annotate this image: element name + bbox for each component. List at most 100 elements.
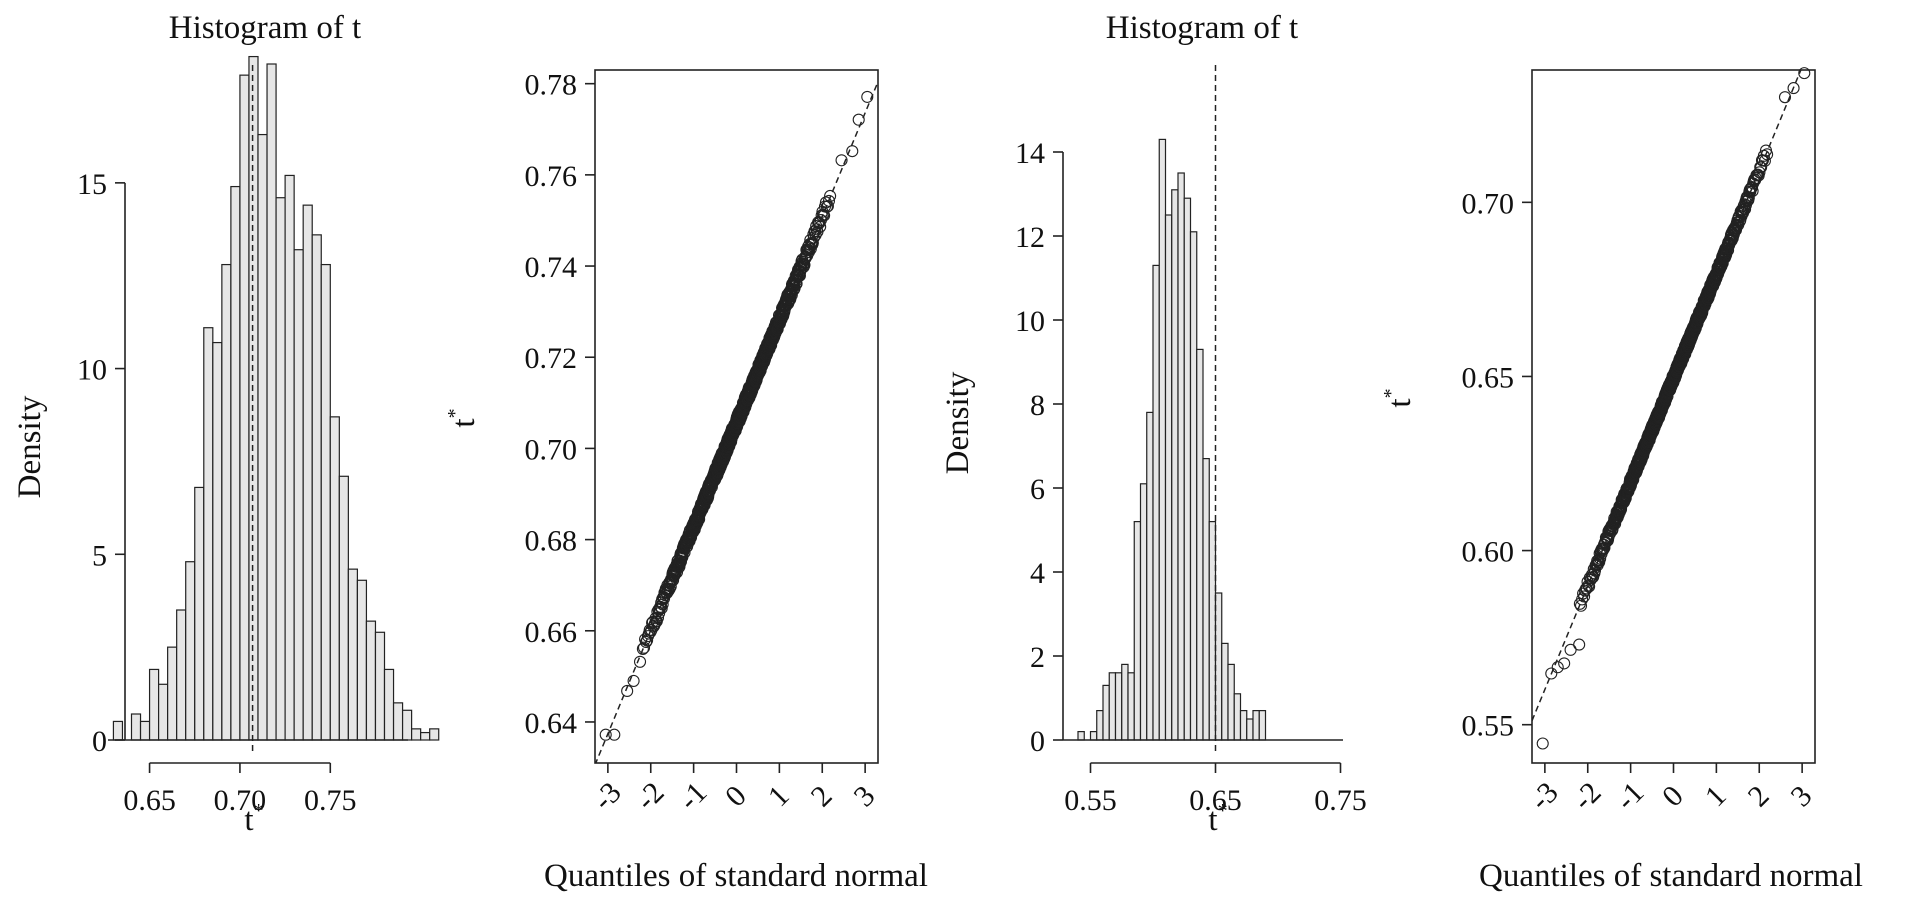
qq-point	[846, 145, 859, 158]
histogram-bar	[1152, 264, 1160, 741]
qq-point	[1751, 168, 1764, 181]
histogram-bar	[176, 609, 187, 741]
qq-point	[807, 231, 820, 244]
x-tick-label: 0.75	[1314, 784, 1367, 817]
qq-point	[664, 580, 677, 593]
histogram-bar	[1164, 214, 1173, 741]
y-tick-label: 4	[1030, 557, 1045, 590]
x-tick-label: 0.55	[1064, 784, 1117, 817]
histogram-bar	[1202, 458, 1210, 741]
x-tick-label: -3	[587, 776, 628, 817]
y-tick-label: 0.72	[525, 342, 578, 375]
histogram-bar	[1108, 672, 1117, 741]
histogram-bar	[1214, 592, 1223, 741]
y-tick-label: 10	[77, 354, 107, 387]
histogram-bar	[401, 709, 413, 741]
qq-point	[835, 154, 848, 167]
histogram-bar	[284, 174, 295, 741]
histogram-bar	[329, 416, 340, 741]
qq-point	[633, 655, 647, 668]
histogram-ylabel: Density	[940, 371, 976, 474]
qq-point	[1591, 554, 1604, 567]
x-tick-label: 0	[719, 779, 753, 813]
histogram-bar	[1146, 411, 1154, 741]
histogram-bar	[1171, 189, 1179, 741]
histogram-bar	[374, 631, 386, 741]
histogram-bar	[356, 579, 368, 741]
histogram-bar	[239, 74, 250, 741]
histogram-bar	[1121, 663, 1129, 741]
histogram-bars	[1077, 138, 1267, 741]
qq-point	[1753, 166, 1766, 179]
x-tick-label: 0.70	[214, 784, 267, 817]
histogram-bar	[1189, 231, 1198, 741]
x-tick-label: 0.65	[123, 784, 176, 817]
histogram-bar	[392, 702, 404, 741]
qq-point	[648, 617, 661, 630]
qq-point	[820, 200, 833, 213]
histogram-bar	[320, 263, 331, 741]
x-tick-label: -2	[630, 776, 671, 817]
histogram-bar	[275, 197, 286, 741]
qq-point	[1551, 661, 1564, 674]
histogram-bar	[365, 620, 377, 741]
qq-point	[1761, 148, 1774, 161]
y-tick-label: 0.70	[525, 433, 578, 466]
x-tick-label: -3	[1524, 776, 1565, 817]
y-tick-label: 10	[1015, 305, 1045, 338]
qq-point	[1545, 667, 1558, 680]
x-tick-label: 2	[805, 779, 839, 813]
qq-point	[627, 674, 640, 687]
histogram-bar	[1239, 709, 1248, 741]
histogram-bar	[302, 204, 313, 741]
qq-point	[608, 728, 621, 741]
qq-point	[1755, 161, 1768, 174]
qq-point	[790, 277, 803, 290]
qq-point	[1787, 82, 1800, 95]
histogram-bar	[130, 713, 142, 741]
histogram-bar	[212, 341, 223, 741]
qq-point	[640, 635, 653, 649]
qq-points	[1536, 67, 1811, 750]
x-tick-label: 0	[1656, 779, 1690, 813]
histogram-bar	[1227, 663, 1235, 741]
histogram-bar	[1183, 197, 1192, 741]
qq-point	[1778, 91, 1792, 104]
histogram-bar	[1158, 138, 1167, 741]
histogram-bar	[167, 646, 178, 741]
histogram-bar	[1258, 709, 1267, 741]
y-tick-label: 8	[1030, 389, 1045, 422]
x-tick-label: 1	[762, 779, 796, 813]
y-tick-label: 0	[92, 725, 107, 758]
qq-point	[656, 598, 669, 611]
x-tick-label: -1	[672, 776, 713, 817]
qq-point	[637, 641, 651, 654]
qq-point	[824, 189, 837, 203]
x-tick-label: 2	[1742, 779, 1776, 813]
qq-point	[822, 194, 836, 207]
histogram-bar	[1252, 709, 1260, 741]
y-tick-label: 0.64	[525, 707, 578, 740]
histogram-bar	[338, 475, 349, 741]
histogram-bar	[194, 486, 205, 741]
qq-point	[1578, 590, 1591, 603]
histogram-bar	[1221, 642, 1229, 741]
qq-point	[1573, 638, 1586, 651]
histogram-bar	[1246, 718, 1254, 741]
qq-point	[1758, 154, 1771, 167]
qq-point	[1742, 191, 1755, 204]
histogram-bar	[411, 728, 422, 741]
histogram-ylabel: Density	[12, 395, 48, 498]
y-tick-label: 15	[77, 168, 107, 201]
y-tick-label: 5	[92, 539, 107, 572]
x-tick-label: 3	[847, 779, 881, 813]
qq-point	[1558, 657, 1571, 670]
qq-point	[621, 684, 634, 698]
qq-point	[806, 236, 819, 250]
histogram-bar	[383, 668, 395, 741]
histogram-bar	[1233, 693, 1242, 741]
x-tick-label: 3	[1784, 779, 1818, 813]
y-tick-label: 0.60	[1462, 536, 1515, 569]
